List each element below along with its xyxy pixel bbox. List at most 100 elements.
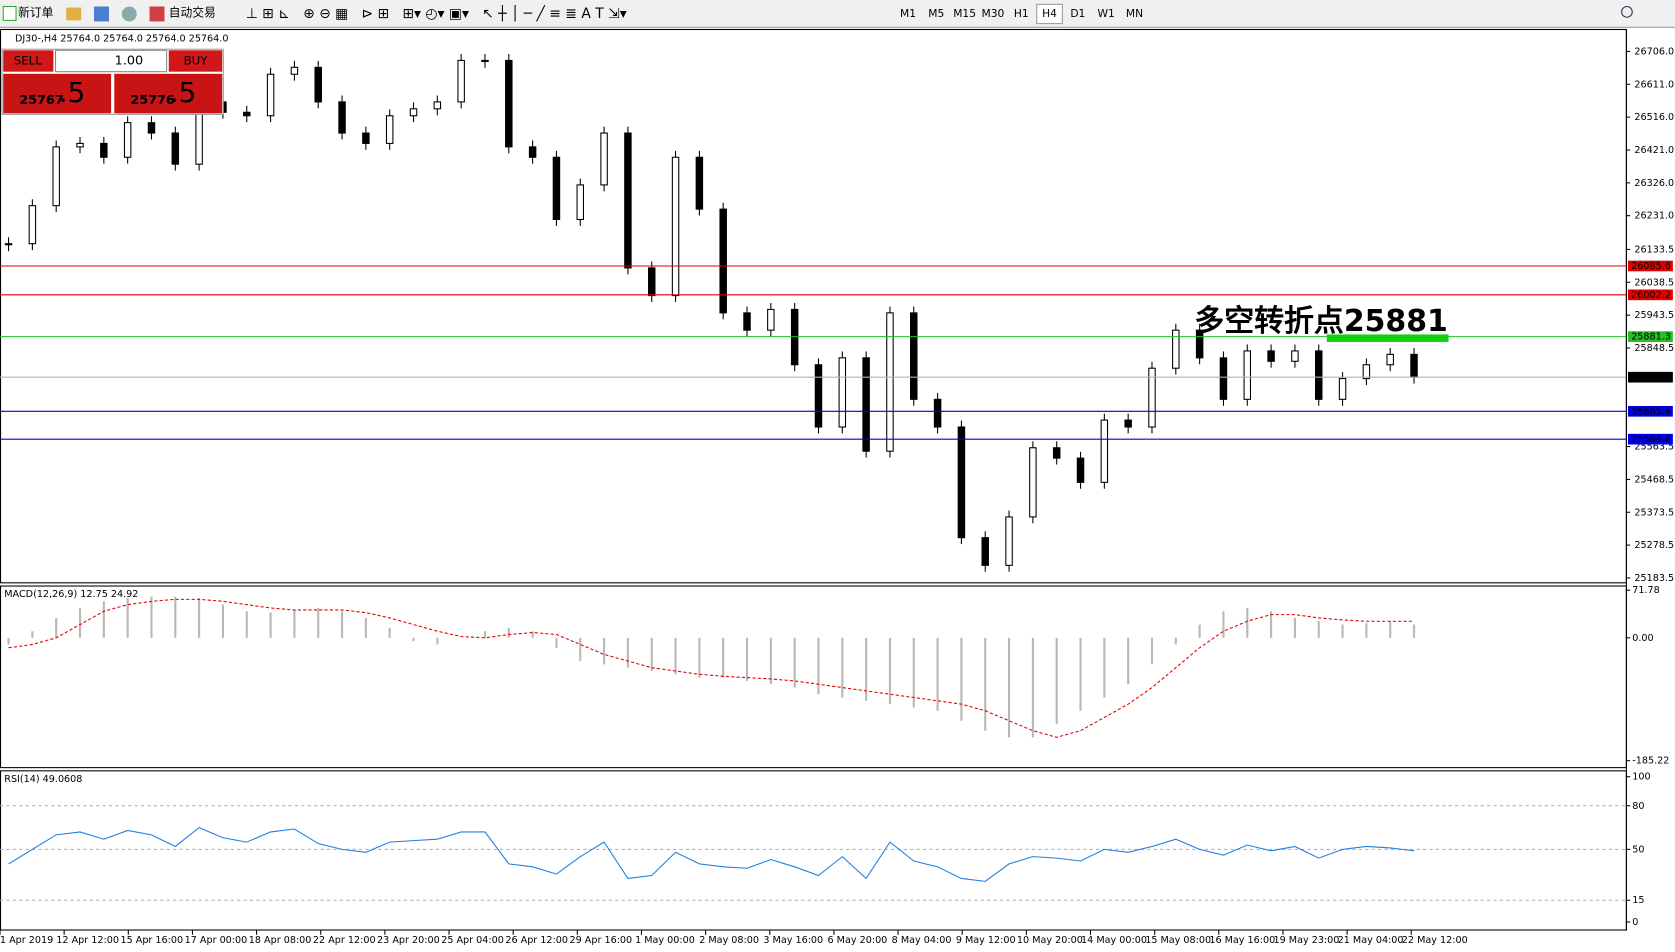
candle [171, 132, 180, 165]
buy-price-box[interactable] [114, 73, 223, 114]
candle [886, 312, 894, 452]
x-tick-label: 8 May 04:00 [892, 935, 952, 946]
candle [290, 66, 299, 75]
candle [1219, 357, 1228, 400]
pane [0, 28, 1627, 584]
sell-frac[interactable]: .5 [59, 76, 85, 109]
lot[interactable]: 1.00 [115, 53, 144, 68]
buy-frac[interactable]: .5 [170, 76, 197, 109]
candle [1243, 350, 1252, 400]
candle [1076, 457, 1085, 483]
candle [266, 73, 275, 117]
timeframe[interactable]: D1 [1070, 7, 1085, 20]
timeframe[interactable]: M30 [982, 7, 1005, 20]
icon[interactable] [121, 6, 137, 22]
candle [147, 122, 156, 134]
y-tick-label: 25563.5 [1634, 442, 1674, 453]
x-tick-label: 26 Apr 12:00 [505, 935, 568, 946]
candle [957, 426, 966, 539]
candle [1052, 447, 1061, 459]
x-tick-label: 14 May 00:00 [1081, 935, 1147, 946]
level-label: 25665.4 [1631, 406, 1671, 417]
icon[interactable] [2, 5, 17, 21]
annotation: 多空转折点25881 [1194, 304, 1448, 339]
timeframe[interactable]: H1 [1014, 7, 1029, 20]
pane [0, 585, 1627, 769]
level-label-bg [1627, 371, 1673, 383]
x-tick-label: 23 Apr 20:00 [377, 935, 440, 946]
x-tick-label: 9 May 12:00 [956, 935, 1016, 946]
candle [719, 208, 727, 314]
candle [1100, 419, 1109, 483]
candle [385, 115, 394, 144]
tools[interactable]: ⊥ ⊞ ⊾ ⊕ ⊖ ▦ ⊳ ⊞ ⊞▾ ◴▾ ▣▾ ↖ ┼ │ ─ ╱ ≡ ≣ A… [246, 4, 627, 22]
candle [4, 243, 13, 246]
y-tick-label: 26038.5 [1634, 277, 1674, 288]
candle [1362, 364, 1371, 380]
y-tick-label: 26326.0 [1634, 178, 1674, 189]
x-tick-label: 17 Apr 00:00 [185, 935, 248, 946]
y-tick-label: -185.22 [1632, 756, 1669, 767]
candle [76, 142, 84, 148]
icon[interactable] [149, 6, 165, 22]
candle [52, 146, 60, 207]
candle [647, 267, 656, 297]
sell-text[interactable]: SELL [14, 53, 42, 67]
icon[interactable] [66, 7, 82, 21]
timeframe[interactable]: M5 [928, 7, 944, 20]
level-label-bg [1627, 331, 1673, 342]
y-tick-label: 0.00 [1632, 633, 1653, 644]
candle [1338, 378, 1347, 400]
candle [695, 156, 704, 210]
pane [0, 770, 1627, 931]
sell-price-box[interactable] [3, 73, 112, 114]
sell-button[interactable] [3, 50, 54, 72]
level-label: 26085.6 [1631, 261, 1671, 272]
timeframe[interactable]: M1 [900, 7, 916, 20]
candle [433, 101, 442, 110]
icon[interactable] [94, 6, 109, 22]
sell-price[interactable]: 25767 [19, 93, 64, 108]
auto-trade[interactable]: 自动交易 [169, 5, 216, 19]
header: DJ30-,H4 25764.0 25764.0 25764.0 25764.0 [15, 34, 228, 45]
candle [123, 122, 132, 158]
x-tick-label: 3 May 16:00 [763, 935, 823, 946]
y-tick-label: 26421.0 [1634, 145, 1674, 156]
x-tick-label: 6 May 20:00 [828, 935, 888, 946]
candle [767, 308, 775, 331]
level-label: 25764.0 [1631, 372, 1671, 383]
rsi-line [8, 826, 1415, 882]
candle [1029, 447, 1037, 518]
new-order[interactable]: 新订单 [18, 5, 53, 19]
timeframe[interactable]: MN [1126, 7, 1143, 20]
candle [814, 364, 823, 428]
x-tick-label: 2 May 08:00 [699, 935, 759, 946]
timeframe[interactable]: W1 [1097, 7, 1114, 20]
candle [552, 156, 561, 221]
candle [1172, 329, 1180, 369]
y-tick-label: 26611.0 [1634, 79, 1674, 90]
lot-box[interactable] [55, 49, 168, 73]
y-tick-label: 50 [1632, 844, 1644, 855]
candle [600, 132, 608, 186]
y-tick-label: 26133.5 [1634, 244, 1674, 255]
candle [1005, 516, 1013, 566]
buy-text[interactable]: BUY [184, 53, 209, 67]
search[interactable] [1621, 5, 1633, 18]
buy-price[interactable]: 25776 [130, 93, 175, 108]
x-tick-label: 19 May 23:00 [1274, 935, 1340, 946]
level-label: 25881.3 [1631, 332, 1671, 343]
candle [624, 132, 632, 269]
toolbar-bg [0, 0, 1675, 28]
level-label-bg [1627, 260, 1673, 272]
candle [505, 59, 513, 148]
x-tick-label: 12 Apr 12:00 [56, 935, 119, 946]
buy-button[interactable] [168, 50, 223, 72]
y-tick-label: 25183.5 [1634, 573, 1674, 584]
timeframe[interactable]: M15 [953, 7, 976, 20]
y-tick-label: 25468.5 [1634, 474, 1674, 485]
y-tick-label: 25373.5 [1634, 507, 1674, 518]
x-tick-label: 21 May 04:00 [1338, 935, 1404, 946]
timeframe[interactable]: H4 [1042, 7, 1057, 20]
candle [481, 59, 489, 63]
